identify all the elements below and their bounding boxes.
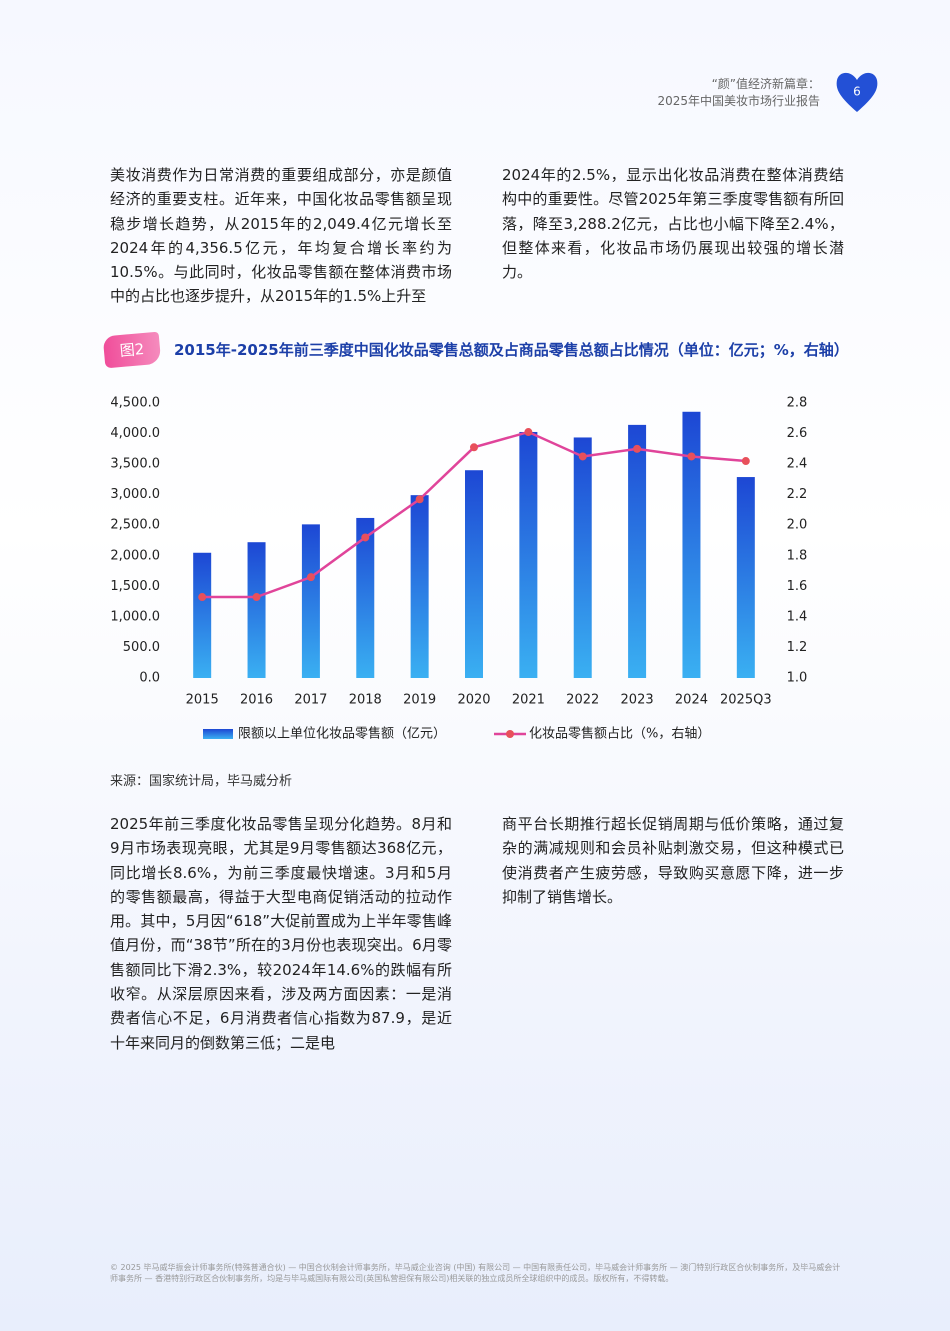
x-tick-label: 2022: [566, 693, 599, 708]
x-tick-label: 2021: [512, 693, 545, 708]
legend-label: 限额以上单位化妆品零售额（亿元）: [238, 726, 446, 742]
bar: [628, 424, 647, 678]
y-tick-label: 3,500.0: [110, 457, 160, 472]
legend-label: 化妆品零售额占比（%，右轴）: [529, 726, 710, 742]
figure-label: 图2: [102, 331, 162, 369]
y2-tick-label: 2.8: [787, 396, 808, 411]
paragraph: 2024年的2.5%，显示出化妆品消费在整体消费结构中的重要性。尽管2025年第…: [502, 166, 844, 282]
x-tick-label: 2020: [457, 693, 490, 708]
line-marker: [687, 452, 696, 461]
y2-tick-label: 1.0: [787, 671, 808, 686]
x-tick-label: 2024: [675, 693, 708, 708]
source-note: 来源：国家统计局，毕马威分析: [110, 774, 293, 789]
x-tick-label: 2016: [240, 693, 273, 708]
bar: [573, 437, 592, 678]
y2-tick-label: 2.2: [787, 487, 808, 502]
x-tick-label: 2018: [349, 693, 382, 708]
chart-title: 2015年-2025年前三季度中国化妆品零售总额及占商品零售总额占比情况（单位：…: [174, 341, 849, 359]
x-tick-label: 2015: [186, 693, 219, 708]
bar: [193, 552, 212, 678]
y-tick-label: 1,500.0: [110, 579, 160, 594]
y-tick-label: 2,500.0: [110, 518, 160, 533]
x-tick-label: 2023: [621, 693, 654, 708]
page-number: 6: [853, 85, 861, 99]
bar: [410, 495, 429, 678]
line-marker: [306, 573, 315, 582]
line-marker: [198, 593, 207, 602]
y-tick-label: 500.0: [123, 640, 160, 655]
y2-tick-label: 2.6: [787, 426, 808, 441]
y2-tick-label: 2.4: [787, 457, 808, 472]
legend-swatch: [203, 729, 233, 739]
y-tick-label: 3,000.0: [110, 487, 160, 502]
line-marker: [633, 444, 642, 453]
bar: [301, 524, 320, 678]
paragraph: 商平台长期推行超长促销周期与低价策略，通过复杂的满减规则和会员补贴刺激交易，但这…: [502, 815, 844, 906]
line-marker: [252, 593, 261, 602]
y2-tick-label: 1.8: [787, 548, 808, 563]
y2-tick-label: 1.4: [787, 609, 808, 624]
y-tick-label: 1,000.0: [110, 609, 160, 624]
line-marker: [741, 457, 750, 466]
footer: © 2025 毕马威华振会计师事务所(特殊普通合伙) — 中国合伙制会计师事务所…: [110, 1263, 841, 1283]
x-tick-label: 2019: [403, 693, 436, 708]
bar: [682, 411, 701, 678]
bar: [465, 470, 483, 678]
bar: [247, 542, 266, 678]
y2-tick-label: 1.2: [787, 640, 808, 655]
line-marker: [361, 533, 370, 542]
y-tick-label: 4,500.0: [110, 396, 160, 411]
header-title: “颜”值经济新篇章：: [711, 77, 820, 91]
bar: [519, 431, 538, 678]
paragraph: 2025年前三季度化妆品零售呈现分化趋势。8月和9月市场表现亮眼，尤其是9月零售…: [110, 815, 452, 1052]
legend-swatch: [506, 730, 514, 738]
chart: 0.0 500.0 1,000.0 1,500.0 2,000.0 2,500.0 3,00…: [110, 396, 808, 742]
bar: [356, 517, 375, 678]
line-marker: [415, 495, 424, 504]
bar: [736, 477, 755, 678]
y2-tick-label: 2.0: [787, 518, 808, 533]
line-marker: [578, 452, 587, 461]
y-tick-label: 0.0: [139, 671, 160, 686]
y2-tick-label: 1.6: [787, 579, 808, 594]
x-tick-label: 2025Q3: [720, 693, 772, 708]
paragraph: 美妆消费作为日常消费的重要组成部分，亦是颜值经济的重要支柱。近年来，中国化妆品零…: [110, 166, 452, 306]
line-marker: [470, 443, 478, 452]
x-tick-label: 2017: [294, 693, 327, 708]
y-tick-label: 4,000.0: [110, 426, 160, 441]
y-tick-label: 2,000.0: [110, 548, 160, 563]
line-marker: [524, 428, 533, 437]
header-subtitle: 2025年中国美妆市场行业报告: [657, 94, 820, 108]
heart-icon: 6: [836, 72, 878, 112]
